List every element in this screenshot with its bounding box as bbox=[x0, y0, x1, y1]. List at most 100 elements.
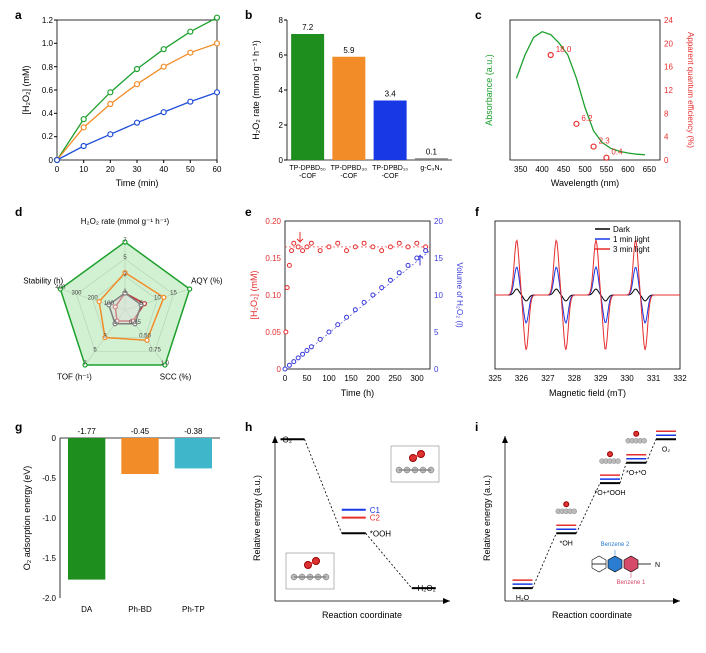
svg-text:30: 30 bbox=[133, 165, 142, 174]
svg-text:1.0: 1.0 bbox=[161, 361, 170, 367]
svg-text:0.8: 0.8 bbox=[42, 63, 54, 72]
panel-g: g 0 -0.5 -1.0 -1.5 -2.0 O₂ adsorption en… bbox=[15, 420, 235, 635]
svg-text:H₂O₂ rate (mmol g⁻¹ h⁻¹): H₂O₂ rate (mmol g⁻¹ h⁻¹) bbox=[81, 217, 170, 226]
chart-f: 325 326 327 328 329 330 331 332 Magnetic… bbox=[475, 205, 695, 405]
svg-text:50: 50 bbox=[303, 374, 312, 383]
chart-c-xlabel: Wavelength (nm) bbox=[551, 178, 619, 188]
svg-text:-1.0: -1.0 bbox=[42, 514, 56, 523]
svg-text:328: 328 bbox=[568, 374, 582, 383]
chart-h-xlabel: Reaction coordinate bbox=[322, 610, 402, 620]
svg-text:6.2: 6.2 bbox=[581, 114, 593, 123]
svg-text:331: 331 bbox=[647, 374, 661, 383]
chart-g: 0 -0.5 -1.0 -1.5 -2.0 O₂ adsorption ener… bbox=[15, 420, 235, 635]
chart-i-ylabel: Relative energy (a.u.) bbox=[482, 475, 492, 561]
svg-text:100: 100 bbox=[104, 301, 115, 307]
panel-f: f 325 326 327 328 329 330 331 332 Magnet… bbox=[475, 205, 695, 405]
svg-text:325: 325 bbox=[488, 374, 502, 383]
svg-text:-0.45: -0.45 bbox=[131, 427, 150, 436]
chart-i-xlabel: Reaction coordinate bbox=[552, 610, 632, 620]
chart-c-ylabel-left: Absorbance (a.u.) bbox=[484, 54, 494, 126]
panel-c: c 350 400 450 500 550 600 650 0 4 8 12 bbox=[475, 8, 695, 193]
svg-text:20: 20 bbox=[106, 165, 115, 174]
svg-text:0.20: 0.20 bbox=[265, 217, 281, 226]
svg-text:1.2: 1.2 bbox=[42, 16, 54, 25]
chart-d: 1357H₂O₂ rate (mmol g⁻¹ h⁻¹)51015AQY (%)… bbox=[15, 205, 235, 405]
svg-text:100: 100 bbox=[322, 374, 336, 383]
svg-text:Dark: Dark bbox=[613, 225, 631, 234]
chart-b-ylabel: H₂O₂ rate (mmol g⁻¹ h⁻¹) bbox=[251, 40, 261, 140]
svg-text:0: 0 bbox=[434, 365, 439, 374]
panel-d-label: d bbox=[15, 205, 22, 219]
panel-g-label: g bbox=[15, 420, 22, 434]
svg-text:-1.77: -1.77 bbox=[78, 427, 97, 436]
svg-text:20: 20 bbox=[664, 39, 673, 48]
svg-text:10: 10 bbox=[154, 295, 161, 301]
svg-text:650: 650 bbox=[643, 165, 657, 174]
svg-text:20: 20 bbox=[434, 217, 443, 226]
svg-text:C2: C2 bbox=[370, 514, 381, 523]
svg-text:16: 16 bbox=[664, 63, 673, 72]
chart-a: 0 0.2 0.4 0.6 0.8 1.0 1.2 0 10 20 30 40 … bbox=[15, 8, 235, 193]
svg-text:4: 4 bbox=[279, 86, 284, 95]
svg-text:150: 150 bbox=[344, 374, 358, 383]
svg-text:DA: DA bbox=[81, 605, 93, 614]
panel-a: a 0 0.2 0.4 0.6 0.8 1.0 1.2 0 10 2 bbox=[15, 8, 235, 193]
svg-text:0.6: 0.6 bbox=[42, 86, 54, 95]
svg-text:300: 300 bbox=[71, 290, 82, 296]
svg-text:0: 0 bbox=[277, 365, 282, 374]
svg-text:332: 332 bbox=[673, 374, 687, 383]
svg-text:350: 350 bbox=[514, 165, 528, 174]
svg-text:0.15: 0.15 bbox=[265, 254, 281, 263]
svg-text:10: 10 bbox=[434, 291, 443, 300]
svg-text:Ph-BD: Ph-BD bbox=[128, 605, 152, 614]
svg-text:0: 0 bbox=[664, 156, 669, 165]
svg-text:7.2: 7.2 bbox=[302, 23, 314, 32]
svg-text:5.9: 5.9 bbox=[343, 46, 355, 55]
svg-text:18.0: 18.0 bbox=[556, 45, 572, 54]
svg-text:SCC (%): SCC (%) bbox=[160, 373, 192, 382]
panel-h-label: h bbox=[245, 420, 252, 434]
panel-b-label: b bbox=[245, 8, 252, 22]
svg-text:8: 8 bbox=[664, 109, 669, 118]
svg-text:O₂: O₂ bbox=[662, 446, 670, 453]
panel-i-label: i bbox=[475, 420, 478, 434]
chart-f-xlabel: Magnetic field (mT) bbox=[549, 388, 626, 398]
svg-text:300: 300 bbox=[410, 374, 424, 383]
panel-i: i Reaction coordinate Relative energy (a… bbox=[475, 420, 695, 635]
chart-h: Reaction coordinate Relative energy (a.u… bbox=[245, 420, 465, 635]
chart-g-ylabel: O₂ adsorption energy (eV) bbox=[22, 466, 32, 571]
svg-text:0: 0 bbox=[52, 434, 57, 443]
svg-text:400: 400 bbox=[55, 285, 66, 291]
svg-text:40: 40 bbox=[159, 165, 168, 174]
chart-e-ylabel-right: Volume of H₂O₂ (l) bbox=[455, 262, 464, 328]
svg-text:TP-DPBD₃₀: TP-DPBD₃₀ bbox=[331, 165, 368, 172]
svg-text:-0.5: -0.5 bbox=[42, 474, 56, 483]
svg-text:TOF (h⁻¹): TOF (h⁻¹) bbox=[57, 373, 92, 382]
panel-c-label: c bbox=[475, 8, 482, 22]
chart-h-ylabel: Relative energy (a.u.) bbox=[252, 475, 262, 561]
svg-text:O₂: O₂ bbox=[283, 435, 292, 444]
panel-d: d 1357H₂O₂ rate (mmol g⁻¹ h⁻¹)51015AQY (… bbox=[15, 205, 235, 405]
svg-text:10: 10 bbox=[79, 165, 88, 174]
svg-text:24: 24 bbox=[664, 16, 673, 25]
svg-text:-1.5: -1.5 bbox=[42, 554, 56, 563]
svg-text:Benzene 2: Benzene 2 bbox=[601, 542, 630, 548]
svg-text:200: 200 bbox=[88, 295, 99, 301]
chart-b: 0 2 4 6 8 H₂O₂ rate (mmol g⁻¹ h⁻¹) 7.25.… bbox=[245, 8, 465, 193]
chart-a-ylabel: [H₂O₂] (mM) bbox=[21, 66, 31, 115]
svg-text:-2.0: -2.0 bbox=[42, 594, 56, 603]
svg-text:0.1: 0.1 bbox=[426, 147, 438, 156]
svg-text:3.4: 3.4 bbox=[385, 90, 397, 99]
svg-text:Stability (h): Stability (h) bbox=[23, 276, 63, 285]
svg-text:6: 6 bbox=[279, 51, 284, 60]
svg-text:*OOH: *OOH bbox=[370, 529, 392, 538]
svg-text:*O+*OOH: *O+*OOH bbox=[595, 490, 626, 497]
svg-text:g-C₃N₄: g-C₃N₄ bbox=[420, 165, 442, 172]
svg-text:0.50: 0.50 bbox=[139, 334, 151, 340]
svg-text:H₂O₂: H₂O₂ bbox=[418, 584, 436, 593]
svg-text:N: N bbox=[655, 562, 660, 569]
svg-text:AQY (%): AQY (%) bbox=[191, 276, 223, 285]
chart-e-xlabel: Time (h) bbox=[341, 388, 374, 398]
svg-text:8: 8 bbox=[279, 16, 284, 25]
svg-text:12: 12 bbox=[664, 86, 673, 95]
